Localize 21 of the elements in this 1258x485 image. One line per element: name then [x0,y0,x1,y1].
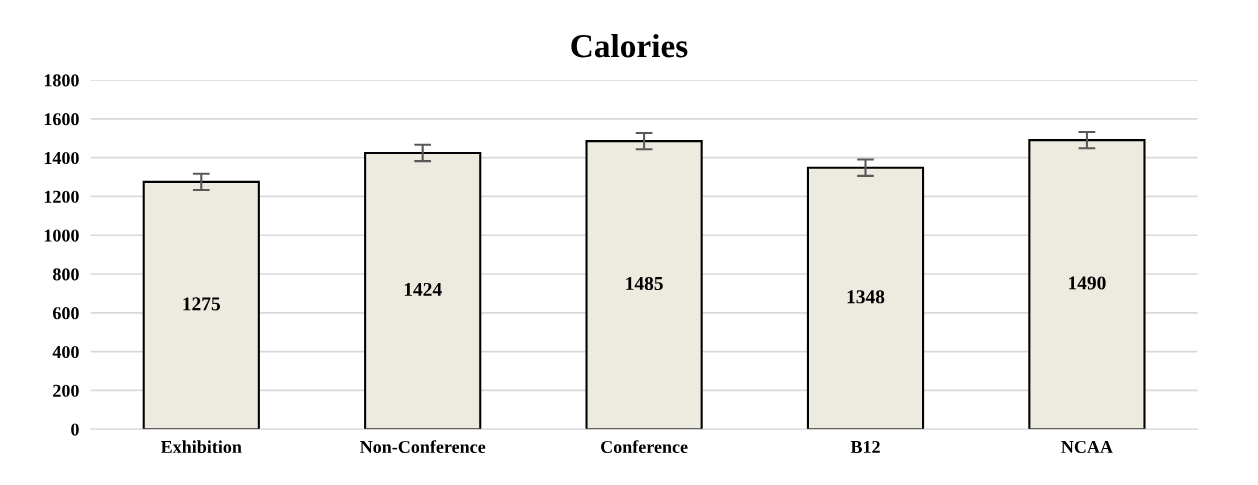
y-tick-label: 200 [53,384,79,397]
data-label: 1485 [626,276,663,291]
data-label: 1490 [1069,276,1106,290]
data-label: 1424 [404,282,442,296]
data-label: 1275 [183,297,221,311]
chart-title: Calories [571,33,688,58]
x-tick-label: Non-Conference [360,440,486,454]
y-tick-label: 1600 [44,113,79,126]
x-tick-label: B12 [850,440,880,453]
x-tick-label: Exhibition [160,440,242,454]
y-tick-label: 1800 [44,74,79,87]
y-tick-label: 1200 [44,190,79,203]
x-tick-label: NCAA [1061,440,1113,454]
x-tick-label: Conference [601,440,688,454]
y-tick-label: 0 [71,423,79,436]
y-tick-label: 400 [52,345,79,359]
y-tick-label: 1400 [44,151,79,165]
data-label: 1348 [847,290,885,304]
y-tick-label: 600 [53,307,79,320]
y-tick-label: 1000 [44,229,79,242]
y-tick-label: 800 [52,268,79,281]
